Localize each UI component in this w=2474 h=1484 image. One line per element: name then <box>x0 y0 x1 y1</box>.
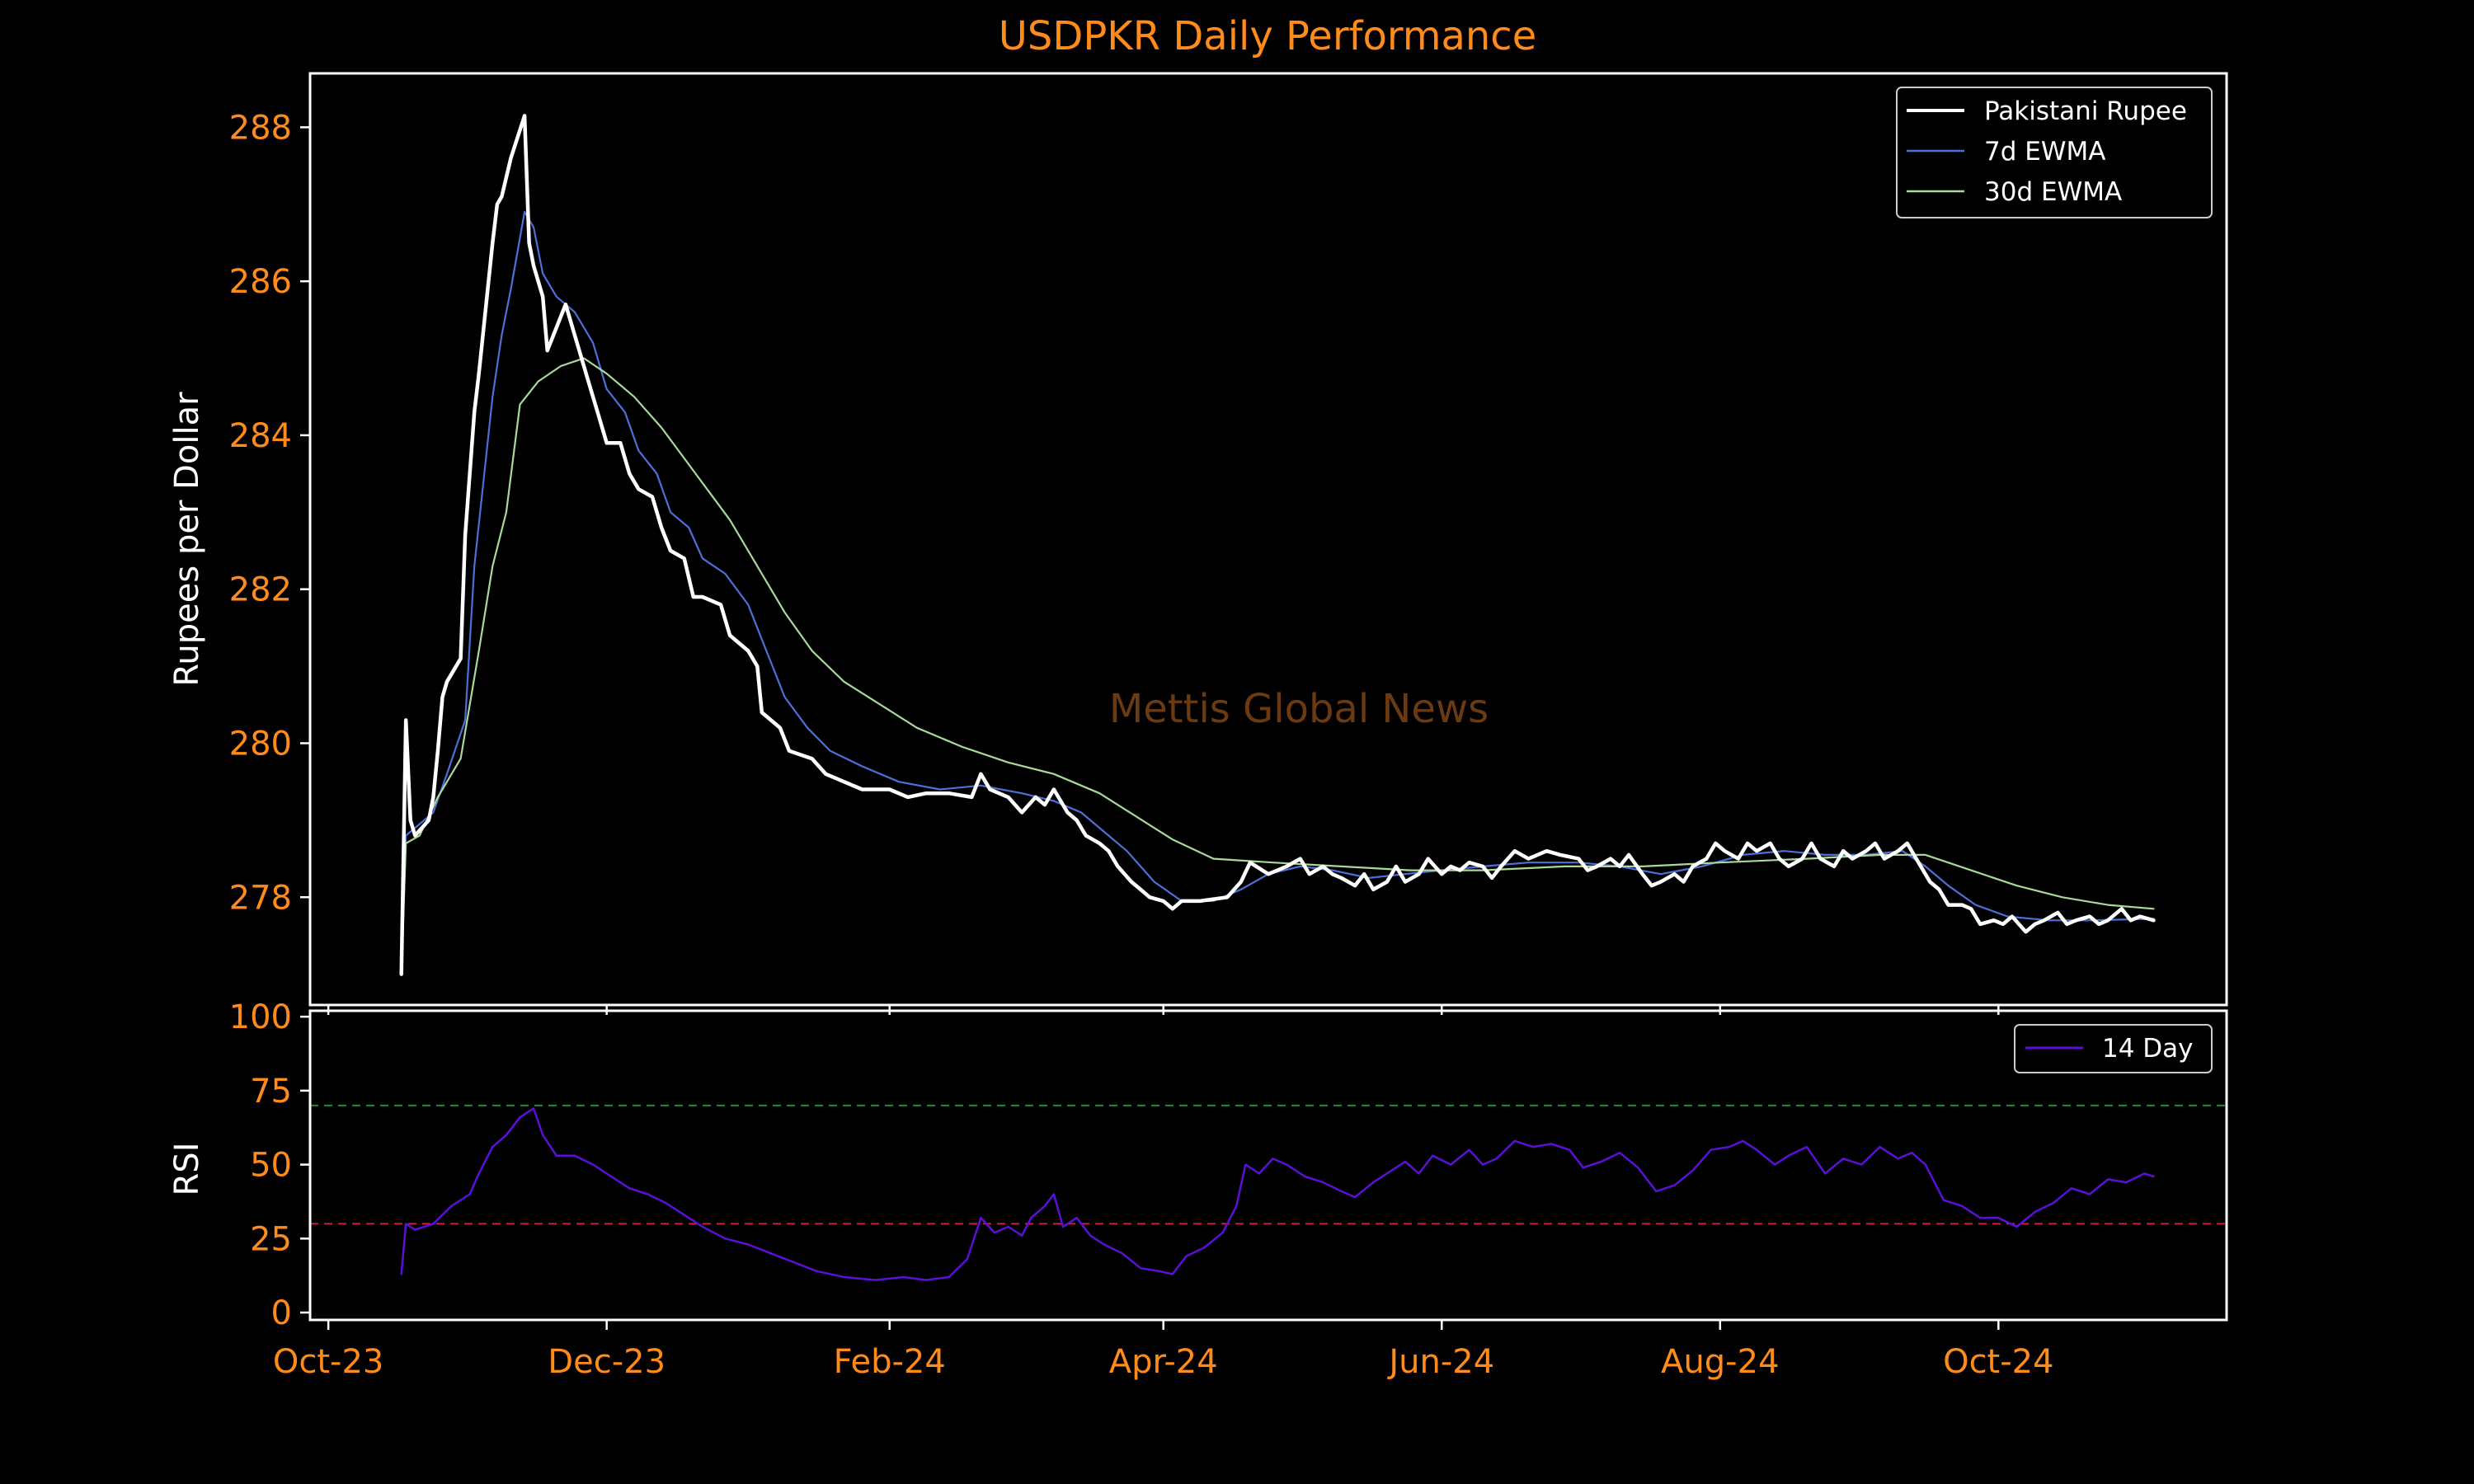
rsi-x-tick-label-dec-23: Dec-23 <box>548 1343 666 1381</box>
series-line-7d-ewma <box>400 211 2155 975</box>
legend-label-pakistani-rupee: Pakistani Rupee <box>1984 96 2187 126</box>
rsi-x-axis: Oct-23 Dec-23 Feb-24 Apr-24 Jun-24 Aug-24 Oct-… <box>273 1320 2054 1381</box>
series-line-14-day <box>400 1107 2155 1281</box>
rsi-y-axis: 0 25 50 75 100 <box>229 998 310 1332</box>
rsi-panel: 0 25 50 75 100 Oct-23 Dec-23 Feb-24 Apr-24 Jun-2… <box>168 998 2228 1381</box>
price-panel: Mettis Global News 278 280 282 284 286 288 Ru… <box>168 72 2228 1015</box>
watermark: Mettis Global News <box>1109 686 1489 732</box>
legend-label-7d-ewma: 7d EWMA <box>1984 137 2105 167</box>
price-y-axis-label: Rupees per Dollar <box>168 392 206 687</box>
chart-title: USDPKR Daily Performance <box>999 13 1536 59</box>
legend-label-30d-ewma: 30d EWMA <box>1984 177 2122 207</box>
rsi-y-tick-label-0: 0 <box>271 1294 292 1332</box>
rsi-y-tick-label-100: 100 <box>229 998 292 1036</box>
rsi-series-layer <box>400 1107 2155 1281</box>
rsi-x-tick-label-aug-24: Aug-24 <box>1661 1343 1779 1381</box>
price-y-tick-label-288: 288 <box>229 109 292 147</box>
price-legend: Pakistani Rupee 7d EWMA 30d EWMA <box>1896 87 2213 218</box>
rsi-y-tick-label-75: 75 <box>250 1073 292 1111</box>
rsi-y-tick-label-50: 50 <box>250 1147 292 1185</box>
legend-label-14-day: 14 Day <box>2102 1034 2194 1064</box>
rsi-x-tick-label-jun-24: Jun-24 <box>1386 1343 1494 1381</box>
price-y-tick-label-284: 284 <box>229 417 292 455</box>
price-plot-frame <box>308 72 2228 1007</box>
price-y-tick-label-286: 286 <box>229 263 292 301</box>
price-y-tick-label-280: 280 <box>229 725 292 763</box>
rsi-legend-box <box>2014 1024 2213 1073</box>
rsi-x-tick-label-oct-24: Oct-24 <box>1943 1343 2054 1381</box>
rsi-threshold-lines <box>310 1104 2227 1225</box>
rsi-y-tick-label-25: 25 <box>250 1220 292 1258</box>
price-y-axis: 278 280 282 284 286 288 <box>229 109 310 917</box>
series-line-30d-ewma <box>400 357 2155 975</box>
series-line-pakistani-rupee <box>399 114 2156 976</box>
price-y-tick-label-278: 278 <box>229 879 292 917</box>
price-legend-box <box>1896 87 2213 218</box>
rsi-legend: 14 Day <box>2014 1024 2213 1073</box>
rsi-x-tick-label-feb-24: Feb-24 <box>834 1343 946 1381</box>
rsi-y-axis-label: RSI <box>168 1143 206 1196</box>
rsi-x-tick-label-apr-24: Apr-24 <box>1109 1343 1218 1381</box>
price-y-tick-label-282: 282 <box>229 571 292 609</box>
price-series-layer <box>399 114 2156 976</box>
rsi-x-tick-label-oct-23: Oct-23 <box>273 1343 384 1381</box>
